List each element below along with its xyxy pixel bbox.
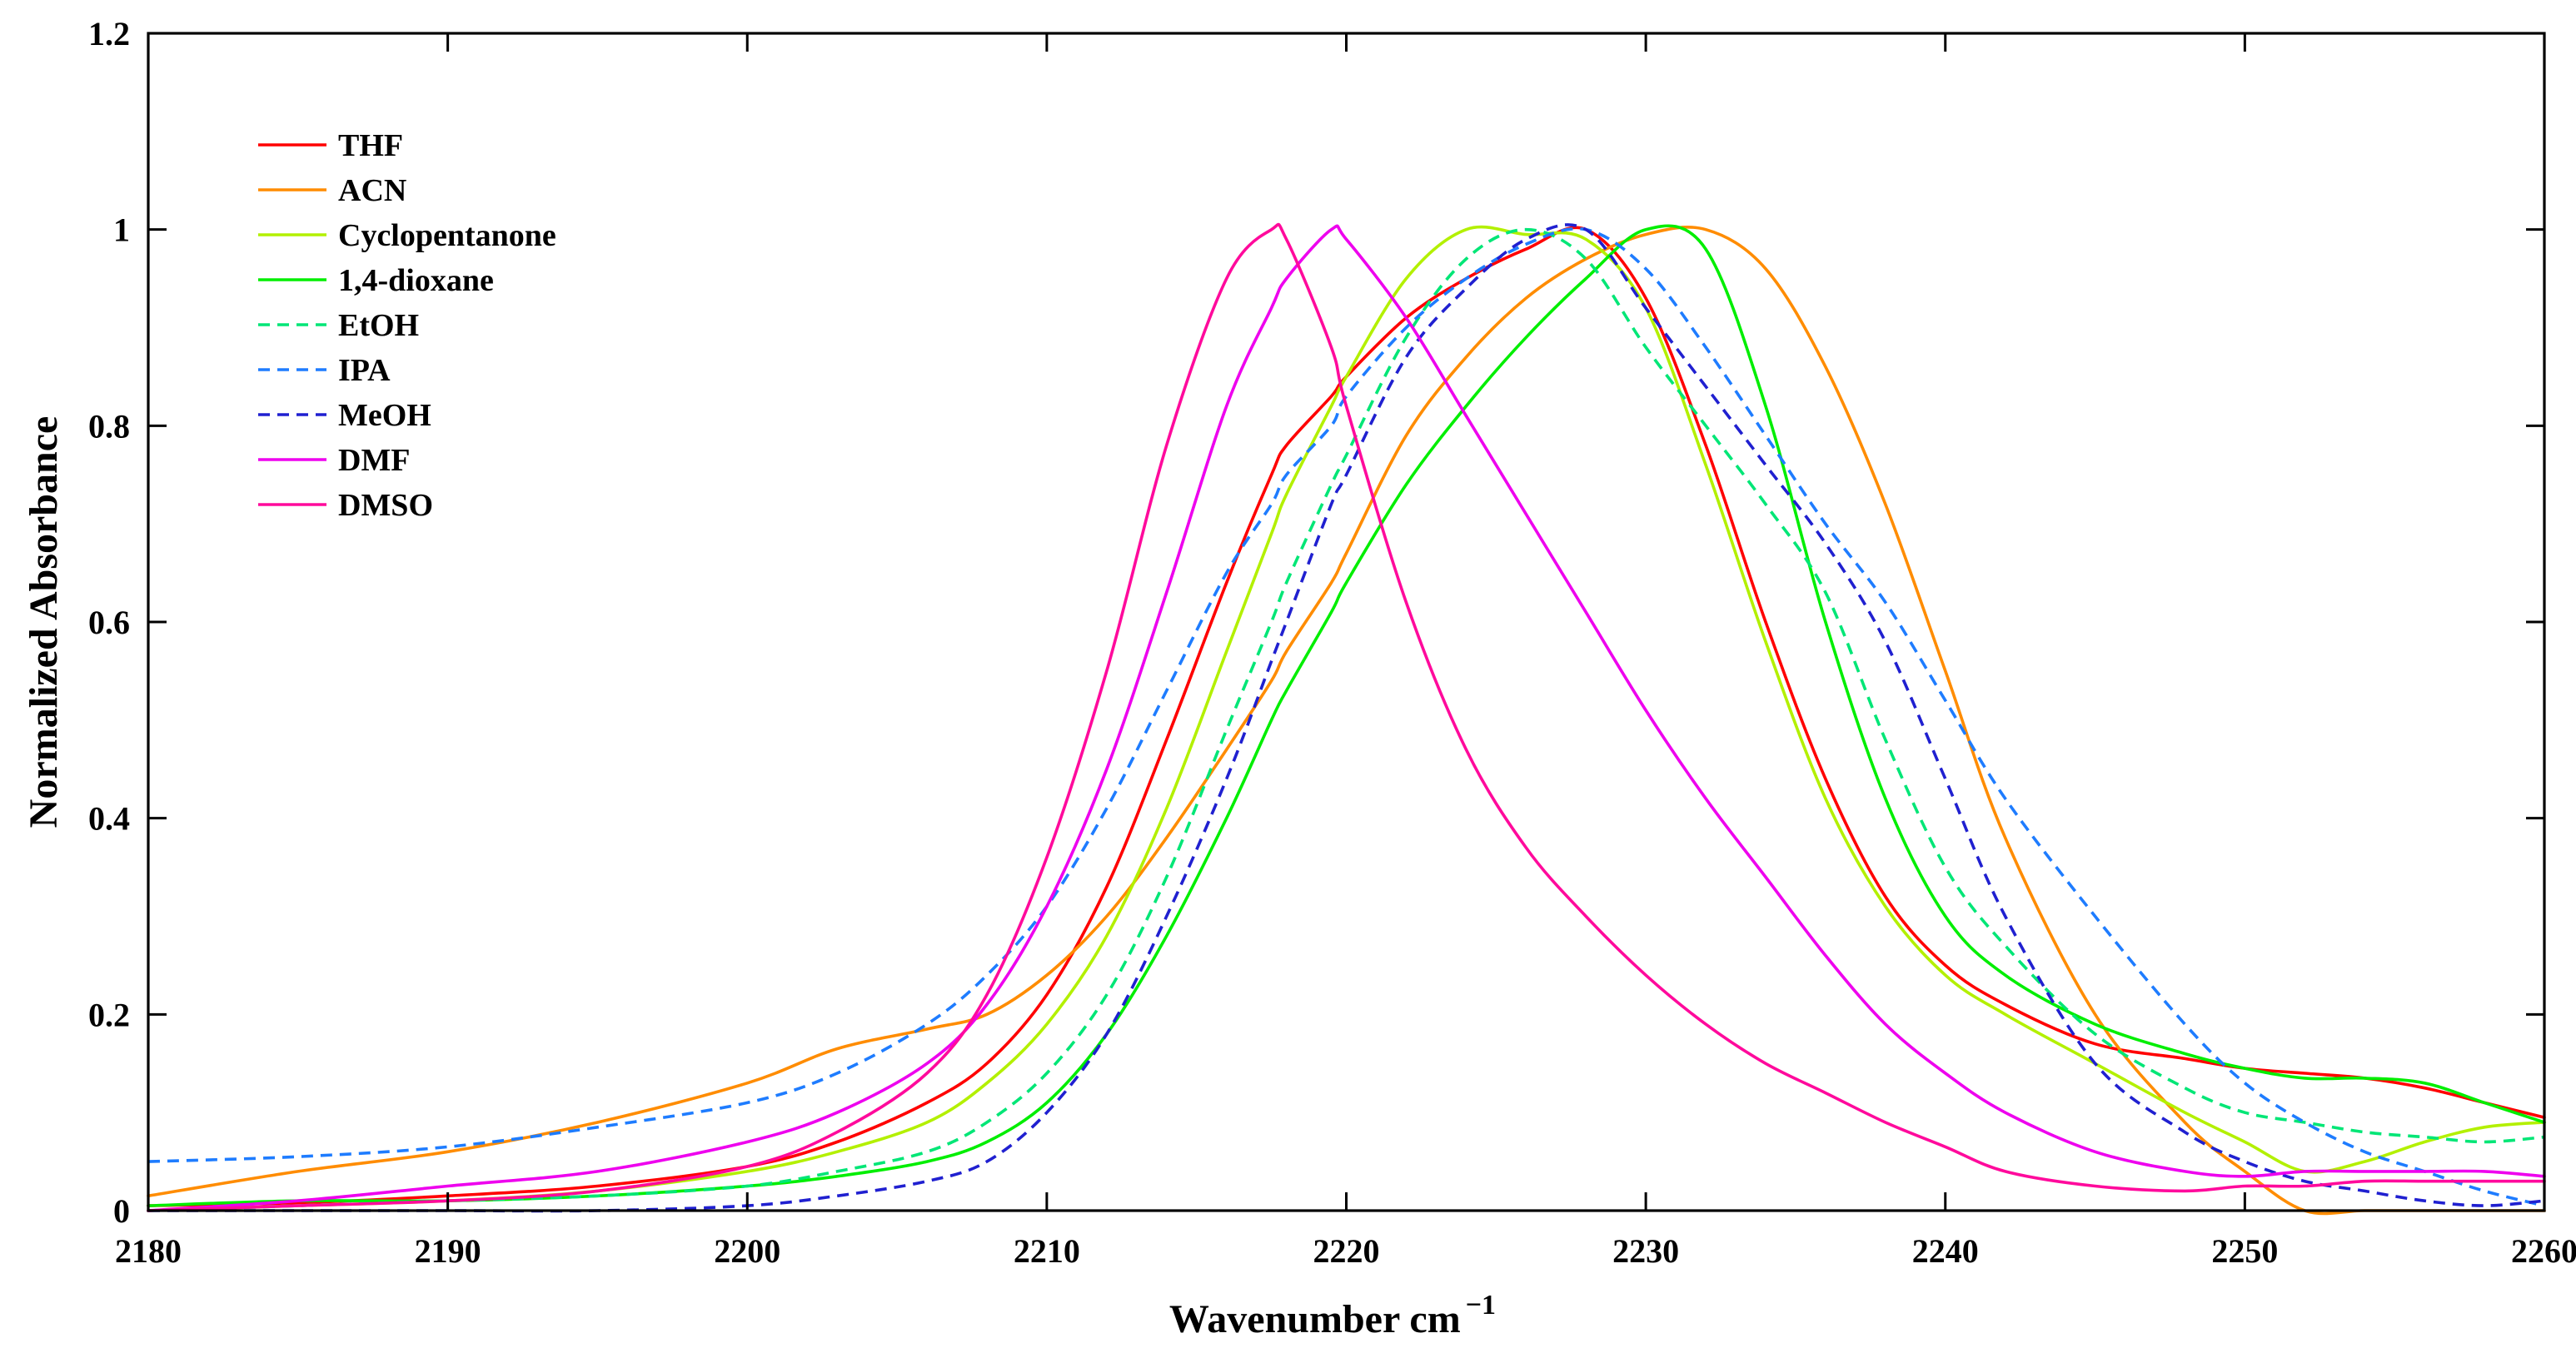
plot-background <box>148 33 2544 1211</box>
legend-label-dmso: DMSO <box>338 488 433 523</box>
legend: THF ACN Cyclopentanone 1,4-dioxane EtOH IPA Me… <box>258 128 556 523</box>
x-tick-label: 2230 <box>1612 1232 1679 1270</box>
x-tick-label: 2240 <box>1912 1232 1979 1270</box>
legend-label-ipa: IPA <box>338 353 391 388</box>
legend-label-dmf: DMF <box>338 443 411 478</box>
y-tick-label: 1 <box>113 211 130 249</box>
y-axis-title: Normalized Absorbance <box>22 416 66 828</box>
series-line-ipa <box>147 226 2545 1207</box>
series-layer <box>147 222 2546 1216</box>
series-line-etoh <box>147 227 2545 1212</box>
x-tick-label: 2190 <box>415 1232 481 1270</box>
y-tick-label: 0.4 <box>88 800 130 838</box>
x-tick-label: 2250 <box>2211 1232 2278 1270</box>
series-line-dmso <box>147 222 2546 1212</box>
x-axis-title: Wavenumber cm −1 <box>1169 1290 1496 1341</box>
tick-labels: 2180 2190 2200 2210 2220 2230 2240 2250 2260 0 0.2… <box>88 15 2576 1270</box>
x-tick-label: 2180 <box>115 1232 182 1270</box>
x-axis-title-text: Wavenumber cm <box>1169 1297 1461 1341</box>
series-line-dmf <box>147 224 2546 1212</box>
series-line-acn <box>147 226 2546 1216</box>
x-tick-label: 2210 <box>1014 1232 1080 1270</box>
series-line-cyclopentanone <box>147 225 2546 1212</box>
x-tick-label: 2220 <box>1313 1232 1380 1270</box>
y-tick-label: 1.2 <box>88 15 130 52</box>
x-axis-title-superscript: −1 <box>1466 1290 1496 1321</box>
y-tick-label: 0.6 <box>88 604 130 641</box>
legend-label-1-4-dioxane: 1,4-dioxane <box>338 263 494 298</box>
legend-label-meoh: MeOH <box>338 398 431 433</box>
legend-label-acn: ACN <box>338 173 406 208</box>
series-line-1-4-dioxane <box>147 224 2546 1207</box>
x-tick-label: 2200 <box>714 1232 780 1270</box>
y-tick-label: 0 <box>113 1192 130 1230</box>
axes <box>147 32 2546 1212</box>
legend-label-cyclopentanone: Cyclopentanone <box>338 218 556 253</box>
legend-label-thf: THF <box>338 128 403 163</box>
legend-label-etoh: EtOH <box>338 308 419 343</box>
x-tick-label: 2260 <box>2511 1232 2576 1270</box>
y-tick-label: 0.2 <box>88 996 130 1033</box>
y-tick-label: 0.8 <box>88 407 130 445</box>
